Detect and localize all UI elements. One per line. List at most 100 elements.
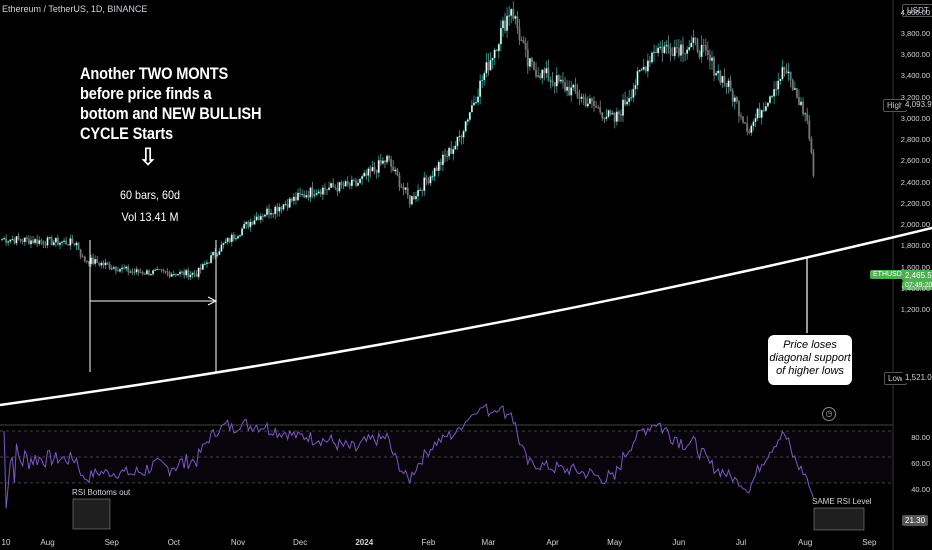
candle-body bbox=[98, 262, 101, 266]
annotation-line: bottom and NEW BULLISH bbox=[80, 104, 262, 123]
candle-body bbox=[597, 107, 600, 109]
candle-body bbox=[154, 269, 157, 271]
candle-body bbox=[359, 178, 362, 184]
candle-body bbox=[744, 122, 747, 124]
candle-body bbox=[352, 179, 355, 181]
candle-body bbox=[361, 176, 364, 180]
candle-body bbox=[245, 221, 248, 225]
candle-body bbox=[764, 106, 767, 111]
candle-body bbox=[40, 240, 43, 242]
candle-body bbox=[85, 260, 88, 262]
candle-body bbox=[201, 263, 204, 270]
candle-body bbox=[230, 234, 233, 243]
candle-body bbox=[789, 71, 792, 81]
price-tick-label: 3,000.00 bbox=[900, 113, 930, 123]
candle-body bbox=[139, 272, 142, 274]
candle-body bbox=[239, 234, 242, 237]
candle-body bbox=[669, 47, 672, 55]
candle-body bbox=[116, 270, 119, 272]
countdown-tag: 07:49:20 bbox=[902, 281, 932, 290]
rsi-value-tag: 21.30 bbox=[902, 515, 929, 526]
candle-body bbox=[106, 262, 109, 265]
candle-body bbox=[133, 271, 136, 273]
candle-body bbox=[137, 269, 140, 273]
candle-body bbox=[721, 75, 724, 83]
candle-body bbox=[619, 113, 622, 116]
candle-body bbox=[659, 46, 662, 49]
candle-body bbox=[193, 272, 196, 275]
candle-body bbox=[309, 187, 312, 198]
candle-body bbox=[752, 121, 755, 127]
candle-body bbox=[54, 237, 57, 243]
candle-body bbox=[315, 193, 318, 195]
candle-body bbox=[164, 270, 167, 272]
candle-body bbox=[355, 180, 357, 186]
candle-body bbox=[564, 82, 566, 91]
candle-body bbox=[266, 208, 268, 215]
candle-body bbox=[152, 270, 155, 275]
candle-body bbox=[255, 216, 258, 221]
candle-body bbox=[208, 262, 210, 264]
candle-body bbox=[464, 121, 467, 132]
candle-body bbox=[135, 269, 138, 273]
candle-body bbox=[632, 88, 635, 98]
candle-body bbox=[512, 8, 515, 19]
candle-body bbox=[338, 182, 341, 192]
candle-body bbox=[181, 271, 184, 273]
candle-body bbox=[303, 193, 306, 198]
candle-body bbox=[653, 51, 656, 53]
candle-body bbox=[433, 168, 436, 177]
candle-body bbox=[286, 203, 289, 208]
candle-body bbox=[429, 176, 432, 184]
candle-body bbox=[377, 159, 380, 173]
candle-body bbox=[388, 155, 391, 160]
candle-body bbox=[708, 54, 711, 61]
candle-body bbox=[390, 159, 393, 167]
rsi-bottom-label: RSI Bottoms out bbox=[72, 488, 131, 497]
candle-body bbox=[23, 237, 26, 243]
candle-body bbox=[704, 44, 707, 51]
candle-body bbox=[514, 16, 517, 19]
candle-body bbox=[94, 259, 97, 264]
candle-body bbox=[234, 238, 237, 240]
candle-body bbox=[671, 54, 674, 57]
rsi-panel bbox=[0, 403, 893, 531]
candle-body bbox=[42, 241, 45, 245]
candle-body bbox=[104, 262, 107, 266]
candle-body bbox=[232, 234, 235, 240]
currency-button[interactable]: USDT bbox=[902, 4, 932, 17]
candle-body bbox=[804, 113, 807, 115]
candle-body bbox=[456, 136, 459, 146]
candle-body bbox=[481, 79, 484, 82]
candle-body bbox=[332, 183, 335, 188]
candle-body bbox=[479, 80, 482, 97]
candle-body bbox=[114, 267, 117, 271]
candle-body bbox=[158, 268, 161, 271]
price-tick-label: 2,000.00 bbox=[900, 220, 930, 229]
candle-body bbox=[580, 96, 583, 99]
candle-body bbox=[553, 82, 556, 87]
candle-body bbox=[280, 206, 283, 210]
candle-body bbox=[299, 192, 302, 195]
time-tick-label: 2024 bbox=[355, 538, 374, 547]
candle-body bbox=[601, 112, 604, 119]
candle-body bbox=[740, 115, 742, 117]
candle-body bbox=[357, 182, 359, 186]
candle-body bbox=[719, 70, 722, 83]
candle-body bbox=[437, 161, 440, 171]
candle-body bbox=[791, 79, 794, 90]
candle-body bbox=[626, 101, 629, 105]
candle-body bbox=[350, 179, 353, 187]
candle-body bbox=[50, 237, 53, 246]
price-tick-label: 3,800.00 bbox=[900, 28, 930, 38]
candle-body bbox=[290, 198, 293, 202]
candle-body bbox=[212, 251, 215, 256]
clock-icon[interactable]: ◷ bbox=[822, 407, 836, 421]
candle-body bbox=[400, 186, 403, 188]
candle-body bbox=[216, 254, 219, 256]
time-tick-label: Feb bbox=[421, 538, 436, 547]
candle-body bbox=[611, 113, 614, 115]
candle-body bbox=[30, 240, 32, 245]
candle-body bbox=[386, 155, 388, 163]
